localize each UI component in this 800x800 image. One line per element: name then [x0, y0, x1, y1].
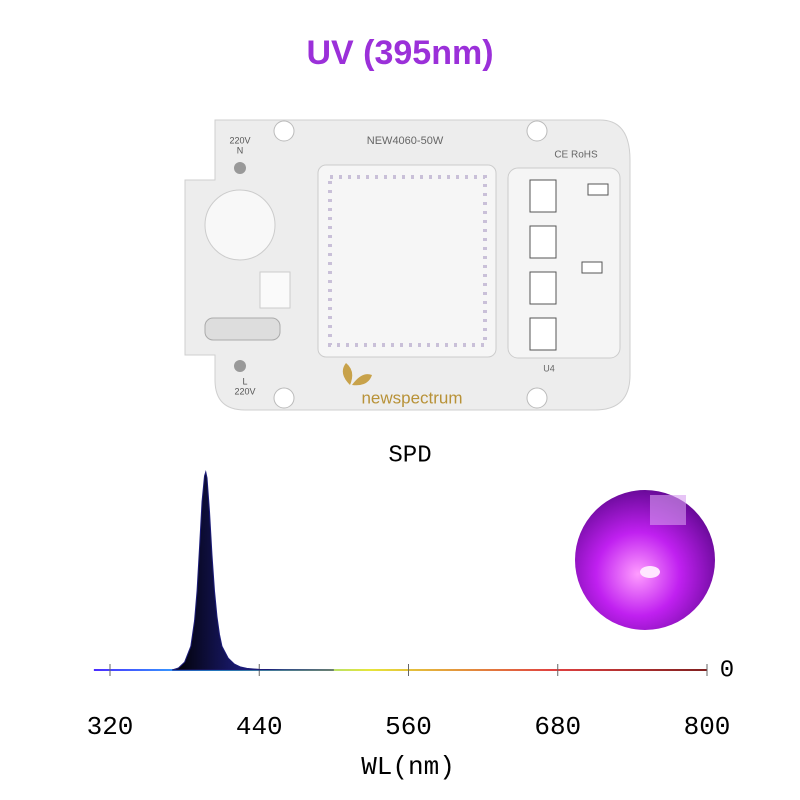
- spd-area: [172, 470, 334, 671]
- led-chip: 220V N NEW4060-50W CE RoHS U4 L 220V new…: [184, 119, 631, 411]
- brand: newspectrum: [361, 388, 462, 407]
- uv-photo-detail: [640, 566, 660, 578]
- x-axis-label: WL(nm): [361, 752, 455, 782]
- chip-label: 220V: [229, 135, 250, 145]
- chip-label: L: [242, 376, 247, 386]
- chip-label: 220V: [234, 386, 255, 396]
- spectrum-band: [93, 669, 707, 671]
- logo-leaf: [342, 363, 372, 386]
- page-title: UV (395nm): [306, 34, 493, 72]
- chip-label: NEW4060-50W: [367, 135, 444, 147]
- chip-label: N: [237, 145, 244, 155]
- chip-label: CE RoHS: [554, 150, 598, 161]
- x-tick-label: 680: [534, 712, 581, 742]
- chip-label: U4: [543, 363, 555, 373]
- x-tick-label: 320: [87, 712, 134, 742]
- chart-title: SPD: [388, 442, 431, 469]
- x-tick-label: 800: [684, 712, 731, 742]
- x-tick-label: 440: [236, 712, 283, 742]
- uv-photo: [575, 490, 715, 630]
- x-tick-label: 560: [385, 712, 432, 742]
- y-tick-label: 0: [720, 657, 734, 684]
- uv-photo-detail: [650, 495, 686, 525]
